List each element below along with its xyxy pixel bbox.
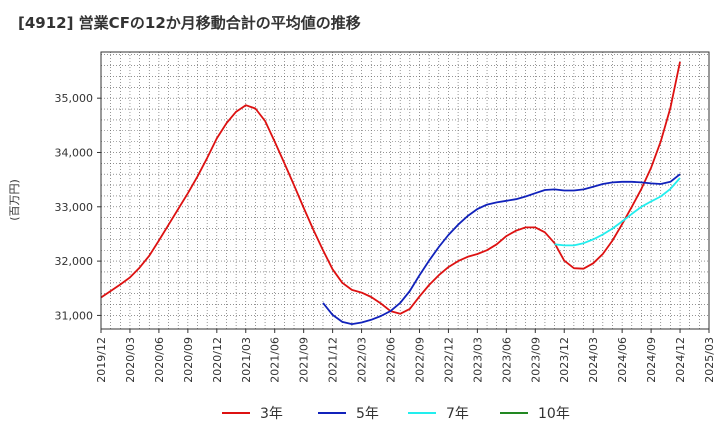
x-tick-label: 2022/09 (413, 337, 426, 383)
plot-frame (100, 51, 710, 330)
series-line-2 (322, 173, 681, 326)
x-tick-label: 2021/12 (327, 337, 340, 383)
y-tick-label: 31,000 (55, 309, 94, 322)
legend-label: 10年 (538, 406, 570, 422)
x-tick-label: 2020/09 (182, 337, 195, 383)
legend-label: 3年 (260, 406, 283, 422)
chart-title: [4912] 営業CFの12か月移動合計の平均値の推移 (18, 14, 361, 32)
x-tick-label: 2025/03 (703, 337, 716, 383)
x-tick-label: 2023/09 (529, 337, 542, 383)
legend-label: 5年 (356, 406, 379, 422)
x-tick-label: 2024/12 (674, 337, 687, 383)
y-tick-label: 35,000 (55, 92, 94, 105)
y-tick-label: 33,000 (55, 201, 94, 214)
x-tick-label: 2020/03 (124, 337, 137, 383)
y-tick-label: 32,000 (55, 255, 94, 268)
x-tick-label: 2020/06 (153, 337, 166, 383)
x-tick-label: 2023/06 (500, 337, 513, 383)
x-tick-label: 2023/12 (558, 337, 571, 383)
x-tick-label: 2024/09 (645, 337, 658, 383)
series-line-3 (554, 177, 681, 247)
y-axis-label: (百万円) (8, 179, 21, 221)
legend-label: 7年 (446, 406, 469, 422)
x-tick-label: 2024/06 (616, 337, 629, 383)
grid (101, 52, 709, 329)
series-layer (100, 61, 681, 326)
x-tick-label: 2019/12 (95, 337, 108, 383)
x-tick-label: 2021/09 (298, 337, 311, 383)
x-tick-label: 2022/03 (356, 337, 369, 383)
x-tick-label: 2021/03 (240, 337, 253, 383)
x-tick-label: 2024/03 (587, 337, 600, 383)
plot-background (101, 52, 709, 329)
y-tick-label: 34,000 (55, 146, 94, 159)
x-tick-label: 2023/03 (471, 337, 484, 383)
x-tick-label: 2020/12 (211, 337, 224, 383)
x-tick-label: 2021/06 (269, 337, 282, 383)
legend: 3年 5年 7年 10年 (222, 406, 570, 422)
x-tick-label: 2022/12 (442, 337, 455, 383)
y-axis-ticks: 31,000 32,000 33,000 34,000 35,000 (55, 92, 101, 322)
x-axis-ticks: 2019/12 2020/03 2020/06 2020/09 2020/12 2021/… (95, 329, 716, 383)
x-tick-label: 2022/06 (385, 337, 398, 383)
